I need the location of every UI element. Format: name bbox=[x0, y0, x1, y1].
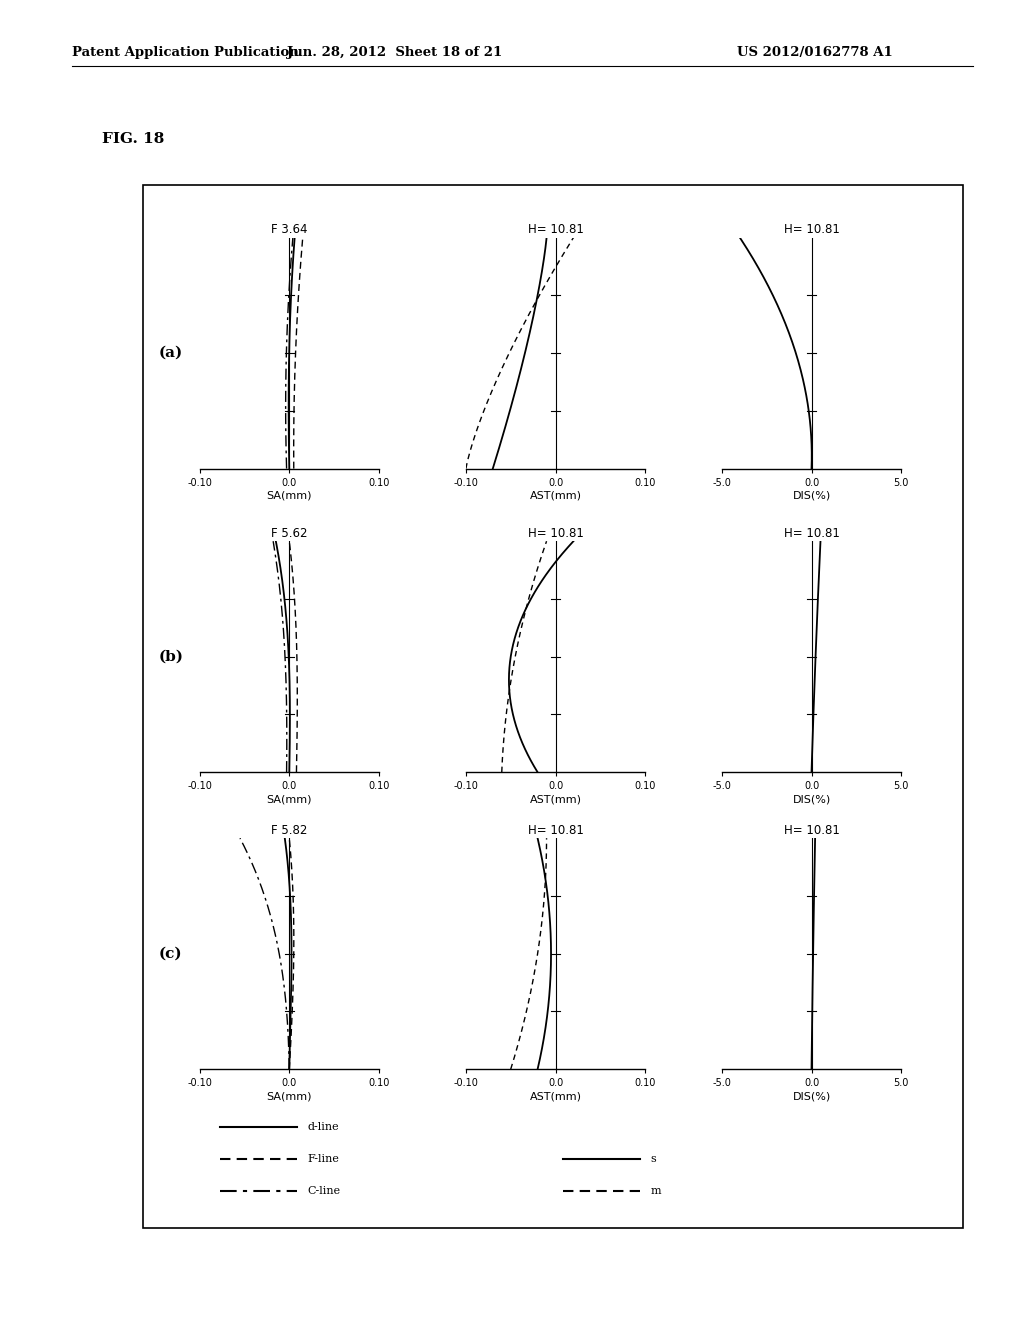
Text: US 2012/0162778 A1: US 2012/0162778 A1 bbox=[737, 46, 893, 59]
Text: (c): (c) bbox=[159, 946, 182, 961]
X-axis label: SA(mm): SA(mm) bbox=[266, 491, 312, 500]
X-axis label: AST(mm): AST(mm) bbox=[529, 491, 582, 500]
Text: FIG. 18: FIG. 18 bbox=[102, 132, 165, 147]
Title: H= 10.81: H= 10.81 bbox=[527, 223, 584, 236]
X-axis label: AST(mm): AST(mm) bbox=[529, 1092, 582, 1101]
Title: F 3.64: F 3.64 bbox=[271, 223, 307, 236]
Title: H= 10.81: H= 10.81 bbox=[783, 223, 840, 236]
Title: H= 10.81: H= 10.81 bbox=[783, 527, 840, 540]
Text: F-line: F-line bbox=[307, 1154, 339, 1164]
X-axis label: SA(mm): SA(mm) bbox=[266, 1092, 312, 1101]
Title: F 5.62: F 5.62 bbox=[271, 527, 307, 540]
X-axis label: DIS(%): DIS(%) bbox=[793, 1092, 830, 1101]
Text: m: m bbox=[650, 1185, 660, 1196]
Title: H= 10.81: H= 10.81 bbox=[783, 824, 840, 837]
Text: (b): (b) bbox=[159, 649, 183, 664]
X-axis label: DIS(%): DIS(%) bbox=[793, 795, 830, 804]
Title: H= 10.81: H= 10.81 bbox=[527, 527, 584, 540]
Title: F 5.82: F 5.82 bbox=[271, 824, 307, 837]
X-axis label: SA(mm): SA(mm) bbox=[266, 795, 312, 804]
Text: C-line: C-line bbox=[307, 1185, 340, 1196]
Text: (a): (a) bbox=[159, 346, 183, 360]
X-axis label: DIS(%): DIS(%) bbox=[793, 491, 830, 500]
Text: Patent Application Publication: Patent Application Publication bbox=[72, 46, 298, 59]
Text: d-line: d-line bbox=[307, 1122, 339, 1133]
X-axis label: AST(mm): AST(mm) bbox=[529, 795, 582, 804]
Text: s: s bbox=[650, 1154, 656, 1164]
Title: H= 10.81: H= 10.81 bbox=[527, 824, 584, 837]
Text: Jun. 28, 2012  Sheet 18 of 21: Jun. 28, 2012 Sheet 18 of 21 bbox=[287, 46, 502, 59]
